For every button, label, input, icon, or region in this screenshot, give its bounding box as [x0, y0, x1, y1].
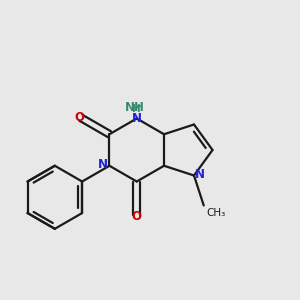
Text: H: H — [132, 104, 141, 114]
Text: NH: NH — [125, 100, 145, 113]
Text: N: N — [132, 112, 142, 125]
Text: N: N — [98, 158, 108, 171]
Text: CH₃: CH₃ — [206, 208, 226, 218]
Text: O: O — [132, 210, 142, 223]
Text: N: N — [195, 168, 205, 181]
Text: O: O — [74, 111, 84, 124]
